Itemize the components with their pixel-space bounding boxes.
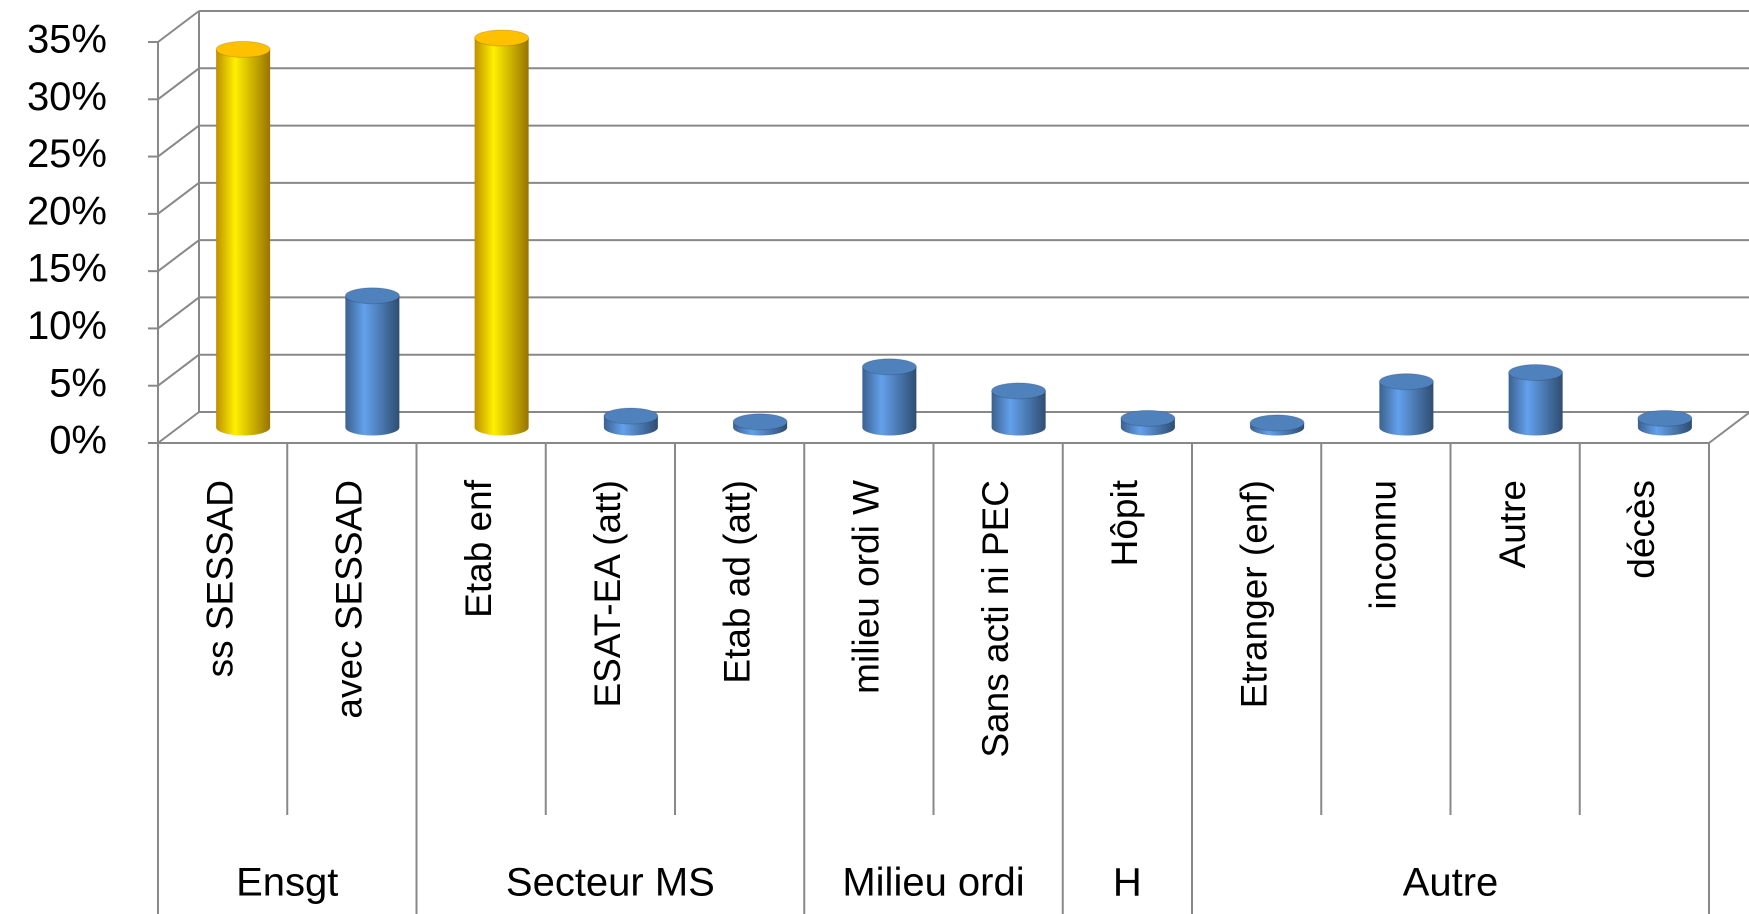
- bar-top: [215, 40, 271, 58]
- grid-line: [157, 67, 200, 101]
- grid-line: [157, 124, 200, 158]
- y-tick-label: 30%: [27, 75, 107, 119]
- bar: [862, 366, 917, 428]
- bar-top: [1120, 409, 1176, 427]
- bar-top: [1378, 373, 1434, 391]
- x-tick-label: Autre: [1492, 480, 1533, 568]
- y-tick-label: 20%: [27, 189, 107, 233]
- bar: [474, 37, 529, 428]
- x-tick-label: Etab ad (att): [716, 480, 757, 684]
- x-tick-label: avec SESSAD: [329, 480, 370, 719]
- x-tick-label: ESAT-EA (att): [587, 480, 628, 708]
- y-tick-label: 25%: [27, 132, 107, 176]
- bar: [1508, 372, 1563, 428]
- group-label: Ensgt: [236, 861, 338, 905]
- y-tick-label: 5%: [49, 361, 107, 405]
- grid-line: [157, 353, 200, 387]
- grid-line: [157, 10, 200, 43]
- x-tick-label: Etranger (enf): [1233, 480, 1274, 708]
- floor-right: [1708, 411, 1749, 444]
- x-tick-label: milieu ordi W: [846, 480, 887, 694]
- x-tick-label: inconnu: [1363, 480, 1404, 610]
- x-tick-label: Sans acti ni PEC: [975, 480, 1016, 758]
- bar: [345, 295, 400, 428]
- bar-top: [991, 382, 1047, 400]
- bar: [216, 49, 271, 428]
- y-tick-label: 15%: [27, 247, 107, 291]
- group-label: Milieu ordi: [842, 861, 1024, 905]
- grid-line: [157, 296, 200, 330]
- grid-line: [157, 182, 200, 215]
- bar-top: [1508, 364, 1564, 382]
- group-label: Autre: [1403, 861, 1499, 905]
- x-tick-label: décès: [1621, 480, 1662, 579]
- x-tick-label: Etab enf: [458, 479, 499, 618]
- y-tick-label: 35%: [27, 18, 107, 62]
- bar-top: [344, 287, 400, 305]
- bar-top: [474, 29, 530, 47]
- x-tick-label: ss SESSAD: [199, 480, 240, 677]
- y-tick-label: 0%: [49, 419, 107, 463]
- y-tick-label: 10%: [27, 304, 107, 348]
- x-tick-label: Hôpit: [1104, 479, 1145, 566]
- bar-top: [1249, 414, 1305, 432]
- group-label: H: [1113, 861, 1142, 905]
- bar-top: [1637, 409, 1693, 427]
- group-label: Secteur MS: [506, 861, 715, 905]
- grid-line: [157, 411, 200, 444]
- grid-line: [157, 239, 200, 272]
- bar-top: [603, 407, 659, 425]
- bar-top: [732, 413, 788, 431]
- bar-top: [861, 358, 917, 376]
